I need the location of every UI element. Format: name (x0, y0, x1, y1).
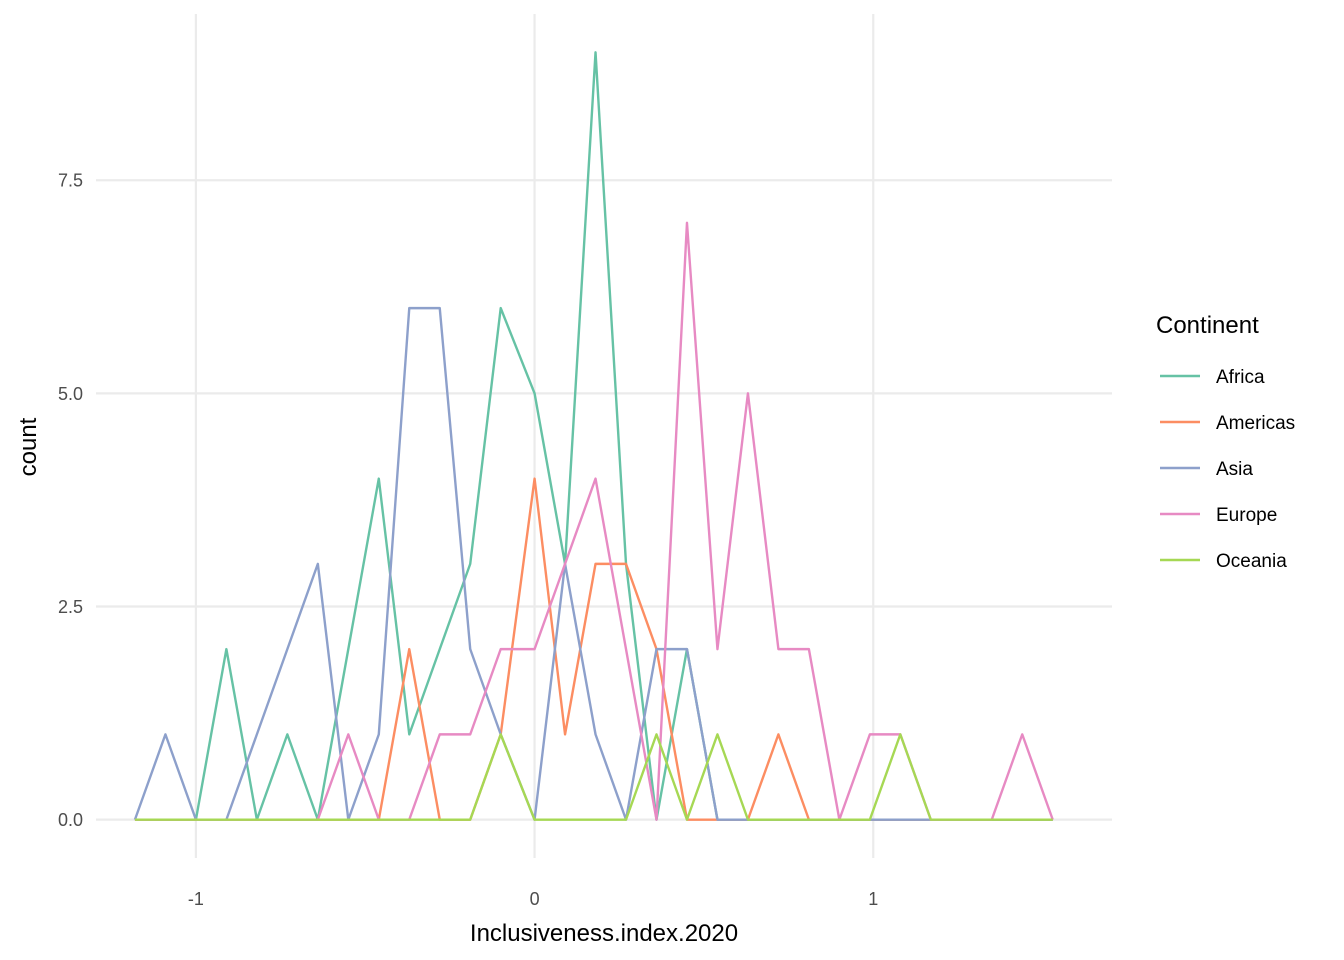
legend-item-americas: Americas (1160, 413, 1295, 434)
legend-item-africa: Africa (1160, 367, 1265, 388)
y-axis-title: count (15, 417, 42, 476)
series-line-africa (134, 51, 1053, 821)
legend-item-oceania: Oceania (1160, 551, 1287, 572)
legend-item-europe: Europe (1160, 505, 1277, 526)
x-axis-title: Inclusiveness.index.2020 (470, 920, 738, 947)
legend-items: Africa Americas Asia Europe Oceania (1160, 367, 1295, 572)
y-tick-label: 2.5 (58, 597, 83, 617)
legend: Continent Africa Americas Asia Europe Oceani… (1156, 312, 1295, 572)
x-tick-label: 0 (530, 889, 540, 909)
series-line-americas (134, 477, 1053, 821)
series-lines (133, 51, 1054, 821)
y-axis-ticks: 0.0 2.5 5.0 7.5 (58, 171, 83, 830)
legend-label: Americas (1216, 413, 1295, 434)
x-tick-label: -1 (188, 889, 204, 909)
y-tick-label: 7.5 (58, 171, 83, 191)
series-line-asia (133, 306, 1053, 821)
legend-label: Africa (1216, 367, 1265, 388)
series-line-oceania (134, 733, 1053, 821)
legend-label: Europe (1216, 505, 1277, 526)
y-tick-label: 5.0 (58, 384, 83, 404)
legend-label: Oceania (1216, 551, 1287, 572)
x-axis-ticks: -1 0 1 (188, 889, 878, 909)
grid-lines (96, 14, 1112, 858)
legend-item-asia: Asia (1160, 459, 1253, 480)
y-tick-label: 0.0 (58, 810, 83, 830)
legend-title: Continent (1156, 312, 1259, 339)
x-tick-label: 1 (868, 889, 878, 909)
legend-label: Asia (1216, 459, 1253, 480)
